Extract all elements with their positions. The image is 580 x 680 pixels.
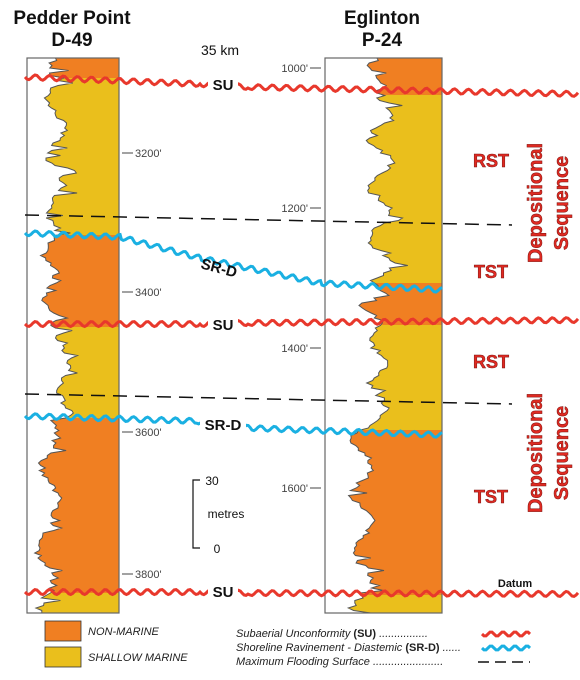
legend-line-srd <box>480 644 532 652</box>
well1-name-line2: D-49 <box>51 30 92 51</box>
well2-name-line1: Eglinton <box>344 8 420 29</box>
legend-su: Subaerial Unconformity (SU) ............… <box>236 628 428 640</box>
sequence-label-upper-line1: Depositional <box>525 143 547 263</box>
label-bg <box>200 415 246 433</box>
well2-log-curve <box>324 57 408 614</box>
systems-tract-tst-upper: TST <box>474 262 508 282</box>
well2-log <box>324 57 443 614</box>
well1-log <box>26 57 120 614</box>
well2-frame <box>324 57 443 614</box>
scale-unit: metres <box>208 507 245 521</box>
max-flooding-surface-upper <box>24 214 513 226</box>
scale-top: 30 <box>205 474 219 488</box>
systems-tract-rst-lower: RST <box>473 352 509 372</box>
label-bg <box>208 315 238 333</box>
datum-label: Datum <box>498 578 532 590</box>
subaerial-unconformity-top <box>23 73 580 98</box>
vertical-scale-bar: 30 metres 0 <box>192 474 245 556</box>
depth-label: 1000' <box>281 63 308 75</box>
scale-bottom: 0 <box>214 542 221 556</box>
legend-line-su <box>480 630 532 638</box>
max-flooding-surface-lower <box>24 393 513 405</box>
legend-srd: Shoreline Ravinement - Diastemic (SR-D) … <box>236 642 461 654</box>
su-label-middle: SU <box>213 317 234 334</box>
legend-non-marine: NON-MARINE <box>88 626 160 638</box>
sequence-label-lower-line1: Depositional <box>525 393 547 513</box>
srd-label-upper: SR-D <box>199 256 239 282</box>
depth-label: 3400' <box>135 287 162 299</box>
well1-log-curve <box>26 57 80 614</box>
well1-frame <box>26 57 120 614</box>
su-label-bottom: SU <box>213 584 234 601</box>
srd-label-lower: SR-D <box>205 417 242 434</box>
depth-label: 3800' <box>135 569 162 581</box>
subaerial-unconformity-middle <box>23 316 580 329</box>
legend-shallow-marine: SHALLOW MARINE <box>88 652 188 664</box>
label-bg <box>208 582 238 600</box>
legend: NON-MARINE SHALLOW MARINE Subaerial Unco… <box>44 620 532 668</box>
systems-tract-tst-lower: TST <box>474 487 508 507</box>
depth-label: 1200' <box>281 203 308 215</box>
well1-depth-scale: 3200' 3400' 3600' 3800' <box>122 148 162 581</box>
depth-label: 1400' <box>281 343 308 355</box>
su-label-top: SU <box>213 77 234 94</box>
systems-tract-rst-upper: RST <box>473 151 509 171</box>
well2-name-line2: P-24 <box>362 30 403 51</box>
distance-label: 35 km <box>201 42 239 58</box>
depth-label: 3200' <box>135 148 162 160</box>
legend-swatch-non-marine <box>44 620 82 642</box>
subaerial-unconformity-bottom <box>23 587 580 599</box>
well1-name-line1: Pedder Point <box>13 8 131 29</box>
depth-label: 1600' <box>281 483 308 495</box>
sequence-label-upper-line2: Sequence <box>551 156 573 250</box>
depth-label: 3600' <box>135 427 162 439</box>
legend-mfs: Maximum Flooding Surface ...............… <box>236 656 443 668</box>
shoreline-ravinement-upper <box>23 229 443 294</box>
sequence-label-lower-line2: Sequence <box>551 406 573 500</box>
label-bg <box>208 75 238 93</box>
well2-depth-scale: 1000' 1200' 1400' 1600' <box>281 63 321 495</box>
legend-swatch-shallow-marine <box>44 646 82 668</box>
